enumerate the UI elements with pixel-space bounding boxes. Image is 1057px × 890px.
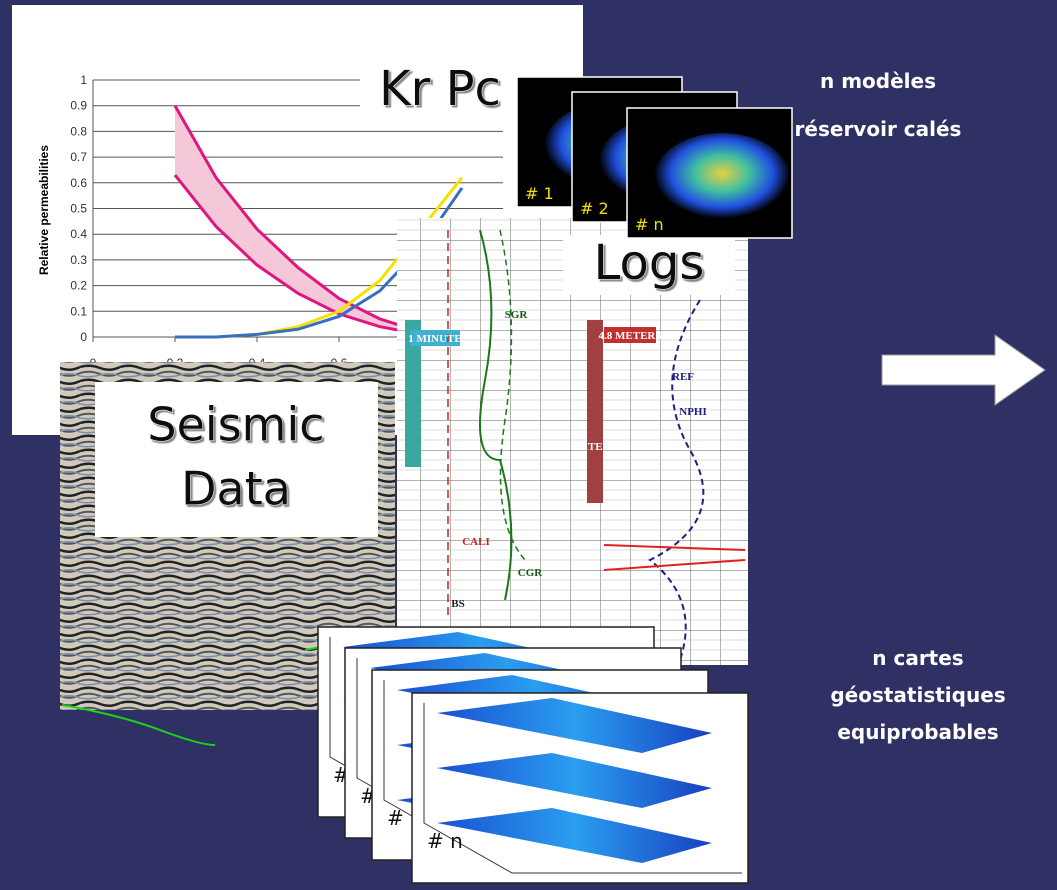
y-tick-label: 0.5 xyxy=(70,202,87,216)
y-tick-label: 0.2 xyxy=(70,279,87,293)
log-label: CGR xyxy=(518,567,544,579)
thumbnail-label: # 2 xyxy=(580,199,609,218)
log-label: NPHI xyxy=(679,406,707,418)
arrow xyxy=(882,335,1045,405)
y-axis-label: Relative permeabilities xyxy=(37,145,51,275)
map-cards: #### n xyxy=(318,627,748,883)
page: { "slide": { "kr_pc_label": "Kr Pc", "lo… xyxy=(0,0,1057,890)
y-tick-label: 0.7 xyxy=(70,150,87,164)
caption: n cartes xyxy=(872,646,963,670)
log-label: CALI xyxy=(462,536,490,548)
seismic-label: Seismic xyxy=(147,398,324,452)
y-tick-label: 0.6 xyxy=(70,176,87,190)
log-label: SGR xyxy=(505,309,529,321)
logs-label: Logs xyxy=(594,235,705,291)
y-tick-label: 0.9 xyxy=(70,99,87,113)
log-track xyxy=(587,320,603,503)
y-tick-label: 0.3 xyxy=(70,253,87,267)
caption: réservoir calés xyxy=(795,117,962,141)
y-tick-label: 1 xyxy=(80,73,87,87)
log-label: BS xyxy=(451,598,464,610)
thumbnail-label: # 1 xyxy=(525,184,554,203)
caption: géostatistiques xyxy=(830,683,1005,707)
model-render xyxy=(654,133,790,223)
log-label: 4.8 METERS xyxy=(599,330,662,342)
y-tick-label: 0.1 xyxy=(70,304,87,318)
y-tick-label: 0 xyxy=(80,330,87,344)
log-label: REF xyxy=(672,371,694,383)
caption: equiprobables xyxy=(837,720,998,744)
kr-pc-label: Kr Pc xyxy=(379,61,501,117)
y-tick-label: 0.8 xyxy=(70,124,87,138)
map-label: # xyxy=(387,806,404,830)
y-tick-label: 0.4 xyxy=(70,227,87,241)
seismic-label: Data xyxy=(181,462,291,516)
horizon xyxy=(62,705,215,745)
map-label: # n xyxy=(427,829,463,853)
slide: 00.10.20.30.40.50.60.70.80.9100.20.40.6 … xyxy=(0,0,1057,890)
thumbnail-label: # n xyxy=(635,215,664,234)
log-label: HTEN xyxy=(579,441,610,453)
caption: n modèles xyxy=(820,69,936,93)
log-label: 1 MINUTE xyxy=(408,333,461,345)
